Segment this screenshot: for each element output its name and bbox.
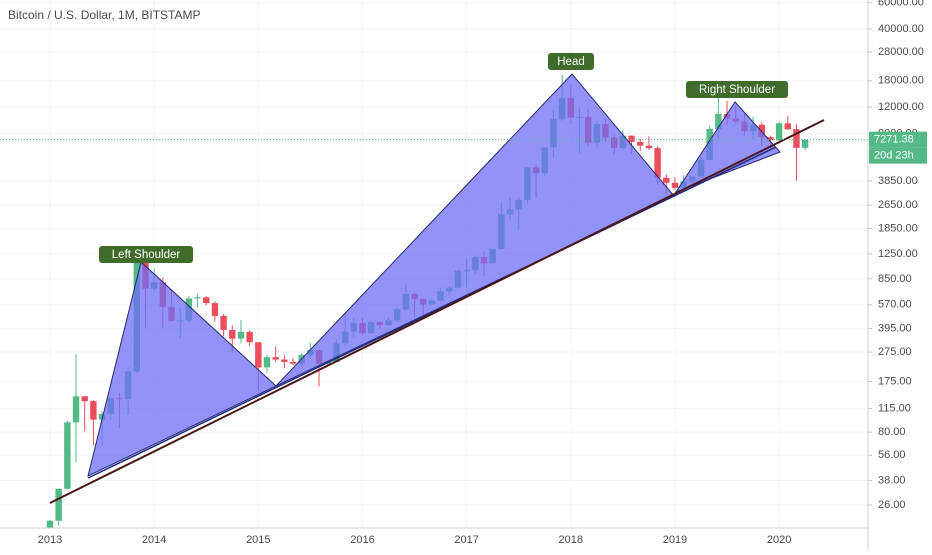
candle-body xyxy=(220,315,227,330)
candle-body xyxy=(64,422,71,489)
y-tick-label: 28000.00 xyxy=(878,46,924,58)
candle-body xyxy=(767,137,774,141)
candle-body xyxy=(671,182,679,188)
candle-body xyxy=(272,357,279,360)
candle-body xyxy=(628,135,635,142)
annotation-label: Left Shoulder xyxy=(112,249,181,261)
candle-body xyxy=(663,177,670,183)
annotation-label: Head xyxy=(557,56,585,68)
annotation: Head xyxy=(548,53,594,70)
x-tick-label: 2018 xyxy=(559,534,583,546)
y-tick-label: 60000.00 xyxy=(878,0,924,9)
x-tick-label: 2013 xyxy=(38,534,62,546)
y-tick-label: 38.00 xyxy=(878,474,906,486)
x-tick-label: 2015 xyxy=(246,534,270,546)
right-shoulder-triangle xyxy=(674,101,781,194)
x-tick-label: 2017 xyxy=(454,534,478,546)
countdown-label: 20d 23h xyxy=(874,150,914,162)
candle-body xyxy=(72,396,80,423)
y-tick-label: 2650.00 xyxy=(878,199,918,211)
y-tick-label: 3850.00 xyxy=(878,175,918,187)
candle-body xyxy=(801,139,809,148)
y-tick-label: 80.00 xyxy=(878,426,906,438)
candle-body xyxy=(98,413,106,420)
y-tick-label: 18000.00 xyxy=(878,75,924,87)
candle-body xyxy=(637,141,644,146)
last-price-box xyxy=(869,131,927,148)
candle-body xyxy=(775,123,783,141)
y-tick-label: 395.00 xyxy=(878,322,912,334)
y-tick-label: 115.00 xyxy=(878,403,911,415)
x-tick-label: 2016 xyxy=(350,534,374,546)
candle-body xyxy=(784,123,791,130)
x-tick-label: 2014 xyxy=(142,534,166,546)
annotation: Left Shoulder xyxy=(99,246,193,263)
y-tick-label: 850.00 xyxy=(878,273,912,285)
x-tick-label: 2020 xyxy=(767,534,791,546)
candle-body xyxy=(263,357,271,368)
last-price-label: 7271.38 xyxy=(874,134,914,146)
y-tick-label: 26.00 xyxy=(878,499,906,511)
candle-body xyxy=(289,361,297,364)
candle-body xyxy=(715,113,722,130)
trend-line xyxy=(49,119,825,504)
y-tick-label: 1850.00 xyxy=(878,222,918,234)
candle-body xyxy=(46,520,54,528)
head-triangle xyxy=(275,73,675,387)
candle-body xyxy=(229,329,236,339)
candle-body xyxy=(203,297,210,304)
left-shoulder-triangle xyxy=(87,261,277,477)
annotation-label: Right Shoulder xyxy=(699,84,775,96)
chart-title: Bitcoin / U.S. Dollar, 1M, BITSTAMP xyxy=(8,8,201,22)
y-tick-label: 56.00 xyxy=(878,449,906,461)
candle-body xyxy=(255,342,262,368)
candle-body xyxy=(793,129,800,148)
candle-body xyxy=(237,331,245,339)
candle-body xyxy=(81,396,88,402)
neckline xyxy=(87,146,777,479)
drawings xyxy=(49,73,825,504)
y-tick-label: 40000.00 xyxy=(878,23,924,35)
candle-body xyxy=(194,297,201,299)
x-tick-label: 2019 xyxy=(663,534,687,546)
candle-body xyxy=(246,331,253,343)
candle-body xyxy=(90,401,97,420)
countdown-box xyxy=(869,147,927,164)
candle-body xyxy=(654,148,661,178)
candle-body xyxy=(281,359,288,362)
candle-body xyxy=(55,488,62,521)
y-tick-label: 275.00 xyxy=(878,346,912,358)
y-tick-label: 570.00 xyxy=(878,299,912,311)
candle-body xyxy=(645,145,653,149)
y-tick-label: 12000.00 xyxy=(878,101,924,113)
candle-body xyxy=(211,303,219,316)
y-tick-label: 175.00 xyxy=(878,375,912,387)
y-tick-label: 1250.00 xyxy=(878,248,918,260)
annotation: Right Shoulder xyxy=(686,81,788,98)
